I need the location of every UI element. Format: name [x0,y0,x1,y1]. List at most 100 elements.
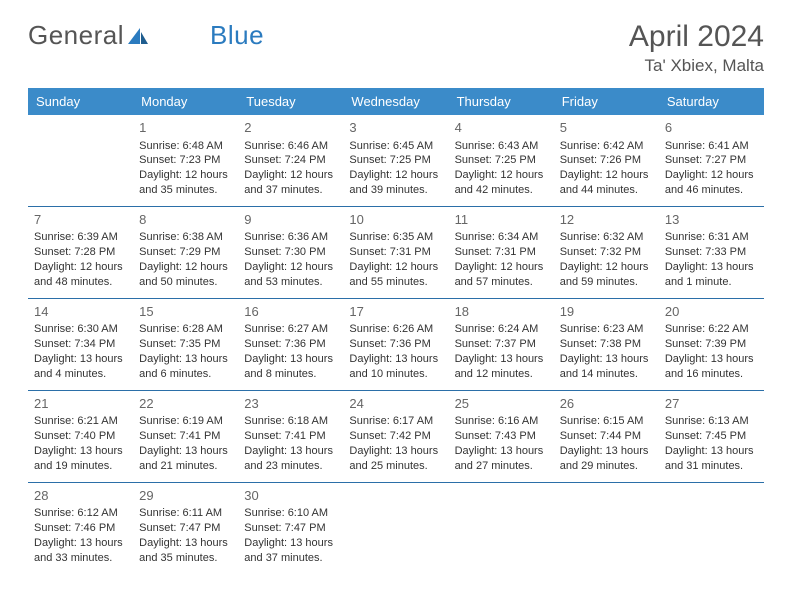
daylight-text: Daylight: 13 hours [244,536,337,551]
day-header: Thursday [449,88,554,115]
calendar-day-cell: 25Sunrise: 6:16 AMSunset: 7:43 PMDayligh… [449,390,554,482]
title-block: April 2024 Ta' Xbiex, Malta [629,20,764,76]
daylight-text: Daylight: 12 hours [349,260,442,275]
calendar-day-cell: 19Sunrise: 6:23 AMSunset: 7:38 PMDayligh… [554,298,659,390]
sunrise-text: Sunrise: 6:45 AM [349,139,442,154]
day-header: Wednesday [343,88,448,115]
day-number: 4 [455,119,548,137]
sunset-text: Sunset: 7:36 PM [244,337,337,352]
daylight-text: Daylight: 12 hours [139,260,232,275]
day-number: 21 [34,395,127,413]
day-number: 6 [665,119,758,137]
sunrise-text: Sunrise: 6:26 AM [349,322,442,337]
day-header: Monday [133,88,238,115]
daylight-text: and 39 minutes. [349,183,442,198]
daylight-text: Daylight: 13 hours [455,352,548,367]
sunset-text: Sunset: 7:25 PM [349,153,442,168]
daylight-text: Daylight: 13 hours [560,352,653,367]
daylight-text: Daylight: 13 hours [665,352,758,367]
sunset-text: Sunset: 7:37 PM [455,337,548,352]
sunrise-text: Sunrise: 6:36 AM [244,230,337,245]
day-header: Friday [554,88,659,115]
sunrise-text: Sunrise: 6:48 AM [139,139,232,154]
day-number: 14 [34,303,127,321]
daylight-text: and 12 minutes. [455,367,548,382]
calendar-day-cell: 8Sunrise: 6:38 AMSunset: 7:29 PMDaylight… [133,206,238,298]
daylight-text: Daylight: 13 hours [665,444,758,459]
sunrise-text: Sunrise: 6:13 AM [665,414,758,429]
calendar-day-cell: 18Sunrise: 6:24 AMSunset: 7:37 PMDayligh… [449,298,554,390]
daylight-text: Daylight: 13 hours [34,444,127,459]
daylight-text: and 53 minutes. [244,275,337,290]
calendar-day-cell: 21Sunrise: 6:21 AMSunset: 7:40 PMDayligh… [28,390,133,482]
calendar-day-cell: 27Sunrise: 6:13 AMSunset: 7:45 PMDayligh… [659,390,764,482]
daylight-text: Daylight: 13 hours [349,444,442,459]
calendar-day-cell: 3Sunrise: 6:45 AMSunset: 7:25 PMDaylight… [343,115,448,206]
sunset-text: Sunset: 7:27 PM [665,153,758,168]
calendar-day-cell: 28Sunrise: 6:12 AMSunset: 7:46 PMDayligh… [28,482,133,573]
day-number: 16 [244,303,337,321]
daylight-text: Daylight: 12 hours [244,260,337,275]
header: General Blue April 2024 Ta' Xbiex, Malta [28,20,764,76]
sunrise-text: Sunrise: 6:15 AM [560,414,653,429]
day-header: Tuesday [238,88,343,115]
daylight-text: and 35 minutes. [139,551,232,566]
daylight-text: Daylight: 13 hours [349,352,442,367]
sunset-text: Sunset: 7:40 PM [34,429,127,444]
day-number: 15 [139,303,232,321]
sunrise-text: Sunrise: 6:16 AM [455,414,548,429]
sunrise-text: Sunrise: 6:22 AM [665,322,758,337]
calendar-day-cell: 2Sunrise: 6:46 AMSunset: 7:24 PMDaylight… [238,115,343,206]
calendar-day-cell: 13Sunrise: 6:31 AMSunset: 7:33 PMDayligh… [659,206,764,298]
day-number: 3 [349,119,442,137]
day-number: 20 [665,303,758,321]
calendar-day-cell: 15Sunrise: 6:28 AMSunset: 7:35 PMDayligh… [133,298,238,390]
sunset-text: Sunset: 7:47 PM [139,521,232,536]
calendar-week-row: 28Sunrise: 6:12 AMSunset: 7:46 PMDayligh… [28,482,764,573]
day-number: 9 [244,211,337,229]
sunset-text: Sunset: 7:41 PM [139,429,232,444]
calendar-day-cell [554,482,659,573]
daylight-text: and 10 minutes. [349,367,442,382]
sunset-text: Sunset: 7:42 PM [349,429,442,444]
sunrise-text: Sunrise: 6:31 AM [665,230,758,245]
daylight-text: and 21 minutes. [139,459,232,474]
day-header: Saturday [659,88,764,115]
day-number: 23 [244,395,337,413]
daylight-text: and 42 minutes. [455,183,548,198]
calendar-day-cell: 7Sunrise: 6:39 AMSunset: 7:28 PMDaylight… [28,206,133,298]
sunrise-text: Sunrise: 6:35 AM [349,230,442,245]
calendar-day-cell: 30Sunrise: 6:10 AMSunset: 7:47 PMDayligh… [238,482,343,573]
brand-part1: General [28,20,124,51]
day-number: 1 [139,119,232,137]
calendar-week-row: 1Sunrise: 6:48 AMSunset: 7:23 PMDaylight… [28,115,764,206]
daylight-text: and 46 minutes. [665,183,758,198]
daylight-text: and 1 minute. [665,275,758,290]
day-number: 28 [34,487,127,505]
daylight-text: and 27 minutes. [455,459,548,474]
daylight-text: Daylight: 13 hours [139,536,232,551]
day-header-row: Sunday Monday Tuesday Wednesday Thursday… [28,88,764,115]
calendar-day-cell [28,115,133,206]
calendar-day-cell: 9Sunrise: 6:36 AMSunset: 7:30 PMDaylight… [238,206,343,298]
daylight-text: Daylight: 12 hours [665,168,758,183]
day-number: 30 [244,487,337,505]
daylight-text: Daylight: 12 hours [560,168,653,183]
daylight-text: and 33 minutes. [34,551,127,566]
daylight-text: and 37 minutes. [244,183,337,198]
daylight-text: Daylight: 13 hours [34,352,127,367]
sunset-text: Sunset: 7:28 PM [34,245,127,260]
calendar-week-row: 7Sunrise: 6:39 AMSunset: 7:28 PM Daylight… [28,206,764,298]
sunrise-text: Sunrise: 6:11 AM [139,506,232,521]
daylight-text: Daylight: 12 hours [139,168,232,183]
calendar-table: Sunday Monday Tuesday Wednesday Thursday… [28,88,764,574]
day-number: 7 [34,211,127,229]
sunrise-text: Sunrise: 6:39 AM [34,230,127,245]
sunset-text: Sunset: 7:35 PM [139,337,232,352]
calendar-day-cell: 16Sunrise: 6:27 AMSunset: 7:36 PMDayligh… [238,298,343,390]
calendar-day-cell: 20Sunrise: 6:22 AMSunset: 7:39 PMDayligh… [659,298,764,390]
sunrise-text: Sunrise: 6:21 AM [34,414,127,429]
daylight-text: and 6 minutes. [139,367,232,382]
calendar-day-cell [449,482,554,573]
sunset-text: Sunset: 7:33 PM [665,245,758,260]
